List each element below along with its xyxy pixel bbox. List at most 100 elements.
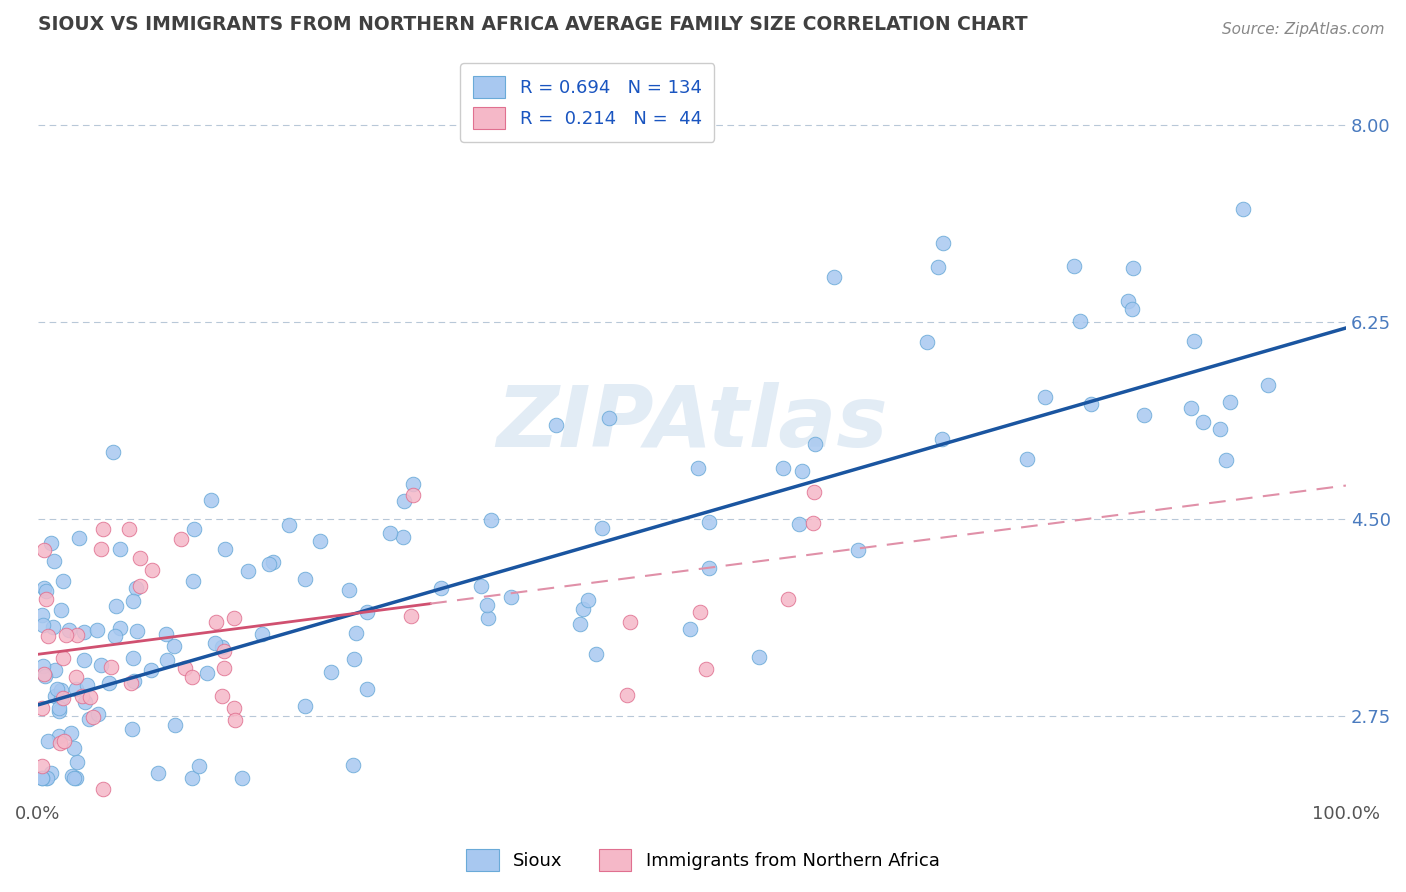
Point: [73, 624, 96, 639]
Point: [35, 591, 58, 606]
Point: [170, 532, 193, 546]
Point: [48, 729, 70, 743]
Point: [1209, 422, 1232, 436]
Point: [212, 661, 235, 675]
Point: [65, 670, 87, 684]
Point: [1192, 415, 1215, 429]
Point: [187, 759, 209, 773]
Point: [120, 675, 142, 690]
Point: [205, 615, 228, 629]
Point: [87, 707, 110, 722]
Point: [128, 579, 150, 593]
Point: [1063, 259, 1085, 273]
Point: [49, 603, 72, 617]
Point: [141, 663, 163, 677]
Point: [163, 639, 186, 653]
Point: [294, 572, 316, 586]
Point: [399, 608, 422, 623]
Point: [931, 433, 953, 447]
Point: [790, 464, 813, 478]
Point: [479, 513, 502, 527]
Point: [108, 621, 131, 635]
Point: [141, 562, 163, 576]
Point: [689, 606, 711, 620]
Point: [103, 445, 125, 459]
Point: [1121, 261, 1143, 276]
Point: [619, 615, 641, 630]
Point: [598, 410, 620, 425]
Point: [1080, 397, 1102, 411]
Point: [546, 418, 568, 433]
Point: [572, 602, 595, 616]
Point: [77, 712, 100, 726]
Point: [31, 607, 53, 622]
Point: [616, 688, 638, 702]
Point: [344, 626, 367, 640]
Point: [165, 718, 187, 732]
Point: [98, 676, 121, 690]
Point: [778, 592, 800, 607]
Point: [576, 592, 599, 607]
Legend: R = 0.694   N = 134, R =  0.214   N =  44: R = 0.694 N = 134, R = 0.214 N = 44: [460, 63, 714, 142]
Point: [699, 515, 721, 529]
Point: [122, 593, 145, 607]
Text: Source: ZipAtlas.com: Source: ZipAtlas.com: [1222, 22, 1385, 37]
Point: [380, 526, 402, 541]
Point: [1033, 390, 1056, 404]
Point: [250, 626, 273, 640]
Point: [59, 725, 82, 739]
Point: [110, 542, 132, 557]
Point: [343, 652, 366, 666]
Point: [76, 678, 98, 692]
Point: [118, 522, 141, 536]
Point: [231, 771, 253, 785]
Point: [224, 610, 246, 624]
Point: [697, 561, 720, 575]
Point: [52, 574, 75, 588]
Point: [932, 235, 955, 250]
Point: [65, 682, 87, 697]
Point: [31, 659, 53, 673]
Point: [823, 270, 845, 285]
Point: [183, 522, 205, 536]
Point: [430, 581, 453, 595]
Point: [204, 636, 226, 650]
Point: [1132, 408, 1154, 422]
Point: [86, 623, 108, 637]
Point: [65, 771, 87, 785]
Point: [58, 624, 80, 638]
Point: [337, 582, 360, 597]
Point: [222, 701, 245, 715]
Point: [121, 722, 143, 736]
Legend: Sioux, Immigrants from Northern Africa: Sioux, Immigrants from Northern Africa: [460, 842, 946, 879]
Point: [44, 690, 66, 704]
Point: [915, 334, 938, 349]
Point: [1182, 334, 1205, 349]
Point: [1180, 401, 1202, 415]
Point: [52, 691, 75, 706]
Point: [42, 554, 65, 568]
Point: [174, 661, 197, 675]
Point: [35, 584, 58, 599]
Point: [32, 543, 55, 558]
Point: [342, 758, 364, 772]
Point: [195, 666, 218, 681]
Point: [75, 695, 97, 709]
Point: [73, 653, 96, 667]
Point: [200, 492, 222, 507]
Point: [1257, 378, 1279, 392]
Point: [37, 629, 59, 643]
Point: [470, 579, 492, 593]
Point: [67, 531, 90, 545]
Point: [1116, 293, 1139, 308]
Point: [35, 771, 58, 785]
Point: [308, 534, 330, 549]
Point: [1121, 302, 1143, 317]
Point: [356, 681, 378, 696]
Point: [49, 736, 72, 750]
Point: [91, 782, 114, 797]
Point: [804, 437, 827, 451]
Point: [1215, 452, 1237, 467]
Point: [402, 488, 425, 502]
Point: [501, 590, 523, 604]
